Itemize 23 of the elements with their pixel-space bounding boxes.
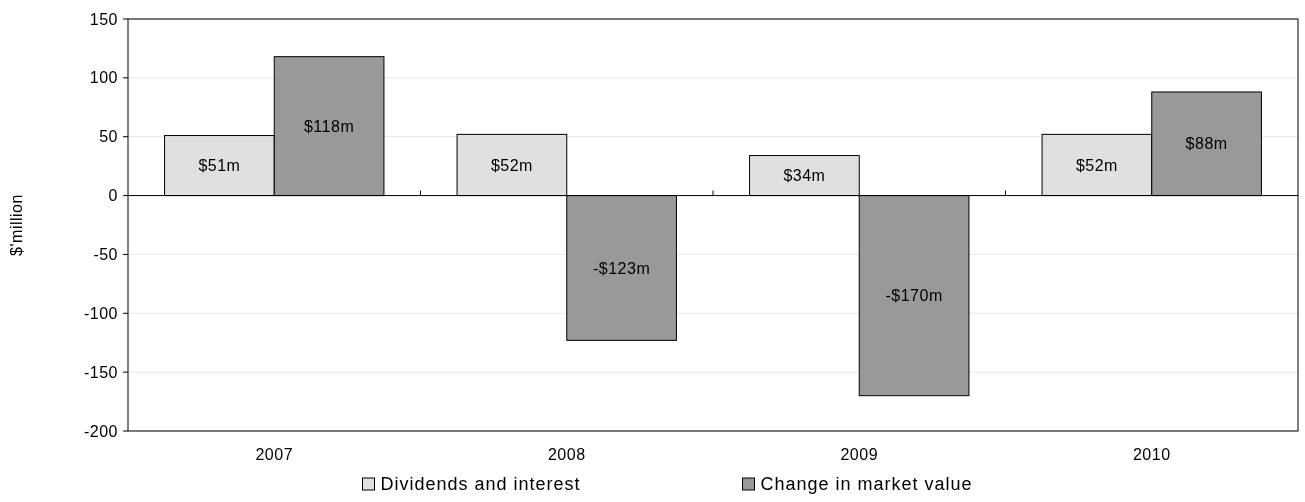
data-label: -$170m xyxy=(885,287,943,305)
y-axis-title: $'million xyxy=(8,194,25,256)
y-tick-label: -150 xyxy=(83,363,118,381)
data-label: $52m xyxy=(1075,156,1118,174)
data-label: $88m xyxy=(1185,135,1228,153)
y-tick-label: 150 xyxy=(89,10,118,28)
y-tick-label: 0 xyxy=(108,187,118,205)
x-tick-label: 2007 xyxy=(255,446,294,463)
data-label: $118m xyxy=(303,117,355,135)
y-tick-label: -50 xyxy=(93,246,118,264)
y-tick-label: 100 xyxy=(89,69,118,87)
data-label: $51m xyxy=(198,157,241,175)
y-tick-label: -200 xyxy=(83,422,118,440)
y-tick-label: -100 xyxy=(83,304,118,322)
legend-label: Dividends and interest xyxy=(380,474,581,494)
data-label: $34m xyxy=(783,167,826,185)
legend-label: Change in market value xyxy=(760,474,973,494)
x-tick-label: 2008 xyxy=(547,446,586,463)
y-tick-label: 50 xyxy=(99,128,118,146)
x-tick-label: 2010 xyxy=(1132,446,1171,463)
x-tick-label: 2009 xyxy=(840,446,879,463)
data-label: $52m xyxy=(490,156,533,174)
data-label: -$123m xyxy=(592,259,651,277)
